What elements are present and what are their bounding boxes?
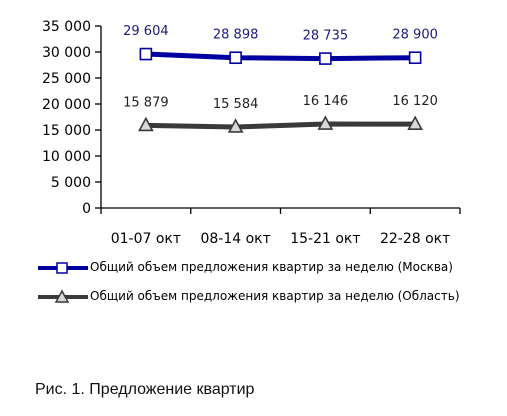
x-tick-label: 01-07 окт (111, 231, 181, 247)
data-label: 15 879 (123, 95, 169, 110)
data-point-marker (227, 118, 244, 133)
data-label: 16 146 (303, 94, 349, 109)
legend-item-oblast: Общий объем предложения квартир за недел… (36, 288, 460, 306)
data-point-marker (408, 51, 422, 65)
x-tick-label: 08-14 окт (200, 231, 270, 247)
x-axis: 01-07 окт 08-14 окт 15-21 окт 22-28 окт (100, 207, 461, 247)
legend-label-oblast: Общий объем предложения квартир за недел… (90, 289, 460, 303)
legend-item-moscow: Общий объем предложения квартир за недел… (36, 259, 453, 277)
y-tick-label: 35 000 (42, 19, 91, 35)
y-tick-label: 25 000 (42, 71, 91, 87)
data-point-marker (319, 52, 332, 65)
x-tick-label: 22-28 окт (380, 231, 450, 247)
data-point-marker (407, 115, 423, 130)
data-point-marker (229, 51, 242, 65)
series-line-0 (143, 51, 418, 62)
legend-label-moscow: Общий объем предложения квартир за недел… (90, 260, 453, 274)
data-labels: 29 604 28 898 28 735 28 900 15 879 15 584 16 1… (123, 24, 438, 112)
figure-caption: Рис. 1. Предложение квартир (35, 381, 255, 398)
data-label: 15 584 (213, 97, 259, 112)
data-label: 28 735 (303, 29, 349, 44)
y-axis: 0 5 000 10 000 15 000 20 000 25 000 30 000 35 0… (42, 19, 102, 217)
series-line-1 (143, 121, 418, 130)
y-tick-label: 15 000 (42, 123, 91, 139)
data-point-marker (138, 116, 154, 132)
legend-marker-moscow (38, 262, 88, 274)
data-label: 28 898 (213, 28, 259, 43)
data-label: 29 604 (123, 24, 169, 39)
data-point-marker (139, 47, 153, 61)
y-tick-label: 30 000 (42, 45, 91, 61)
y-tick-label: 5 000 (51, 175, 91, 191)
y-tick-label: 20 000 (42, 97, 91, 113)
data-label: 28 900 (392, 28, 438, 43)
y-tick-label: 0 (82, 201, 91, 217)
line-chart: 0 5 000 10 000 15 000 20 000 25 000 30 000 35 0… (42, 19, 461, 247)
data-label: 16 120 (392, 94, 438, 109)
data-point-marker (317, 115, 334, 130)
legend-marker-oblast (38, 289, 88, 303)
y-tick-label: 10 000 (42, 149, 91, 165)
x-tick-label: 15-21 окт (290, 231, 360, 247)
series-lines (138, 47, 423, 133)
